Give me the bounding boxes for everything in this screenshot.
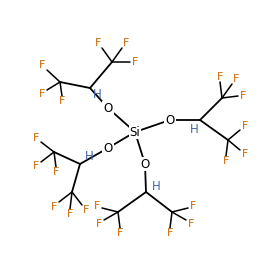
Text: H: H [152,179,160,192]
Text: F: F [83,205,89,215]
Text: H: H [190,122,198,135]
Text: F: F [96,219,102,229]
Text: F: F [190,201,196,211]
Text: O: O [103,141,113,154]
Text: O: O [165,114,175,127]
Text: F: F [242,121,248,131]
Text: F: F [233,74,239,84]
Text: F: F [51,202,57,212]
Text: F: F [67,209,73,219]
Text: F: F [117,228,123,238]
Text: F: F [132,57,138,67]
Text: F: F [167,228,173,238]
Text: F: F [39,89,45,99]
Text: F: F [217,72,223,82]
Text: F: F [33,161,39,171]
Text: H: H [93,88,101,101]
Text: F: F [94,201,100,211]
Text: F: F [242,149,248,159]
Text: F: F [39,60,45,70]
Text: H: H [85,151,93,164]
Text: F: F [223,156,229,166]
Text: F: F [188,219,194,229]
Text: F: F [123,38,129,48]
Text: F: F [59,96,65,106]
Text: Si: Si [130,126,140,139]
Text: F: F [33,133,39,143]
Text: F: F [240,91,246,101]
Text: F: F [53,167,59,177]
Text: O: O [103,101,113,114]
Text: F: F [95,38,101,48]
Text: O: O [140,158,150,171]
